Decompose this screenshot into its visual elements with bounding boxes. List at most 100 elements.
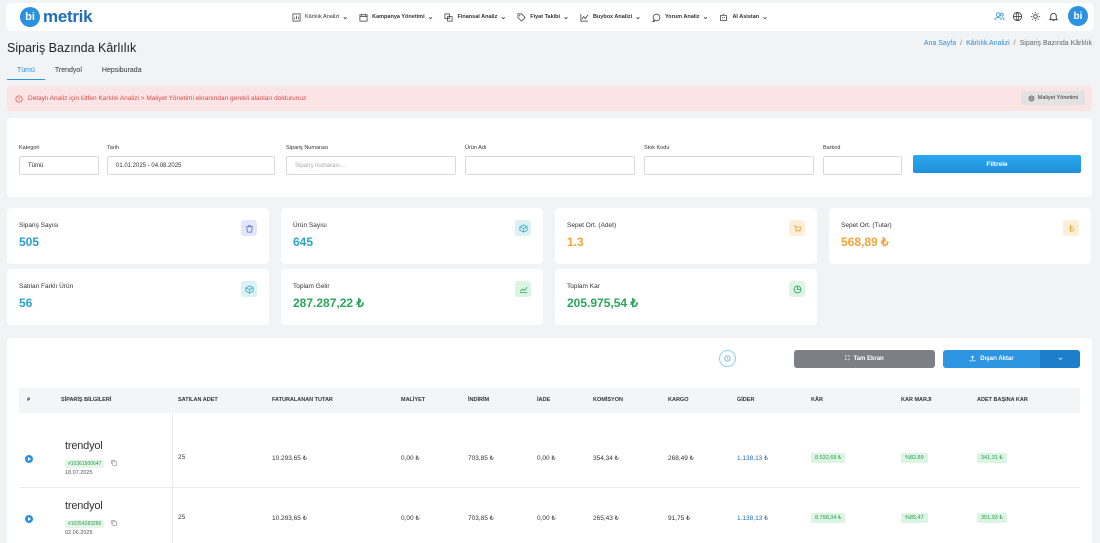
barcode-input[interactable] (823, 156, 902, 175)
box-icon (515, 220, 531, 236)
maliyet-yonetimi-label: Maliyet Yönetimi (1037, 95, 1078, 101)
expand-row-icon[interactable] (25, 455, 33, 463)
menu-buybox-analizi[interactable]: Buybox Analizi ⌄ (580, 13, 641, 22)
stat-sepet-tutar: Sepet Ort. (Tutar) 568,89 ₺ (829, 208, 1091, 264)
menu-label: Kampanya Yönetimi (372, 14, 425, 20)
calendar-icon (359, 13, 368, 22)
stat-label: Toplam Gelir (293, 283, 330, 290)
cell-iade: 0,00 ₺ (537, 515, 556, 522)
expand-row-icon[interactable] (25, 515, 33, 523)
marketplace-logo: trendyol (65, 440, 103, 452)
logo-text: metrik (43, 7, 93, 26)
menu-label: Buybox Analizi (592, 14, 633, 20)
stock-code-input[interactable] (644, 156, 814, 175)
kategori-select[interactable]: Tümü (19, 156, 99, 175)
chevron-down-icon: ⌄ (762, 14, 769, 21)
export-main[interactable]: Dışarı Aktar (943, 350, 1040, 368)
box-icon (241, 281, 257, 297)
breadcrumb-section[interactable]: Kârlılık Analizi (966, 40, 1010, 47)
menu-label: Kârlılık Analizi (305, 14, 340, 20)
cell-kar-marji: %85.47 (901, 513, 928, 523)
menu-yorum-analiz[interactable]: Yorum Analiz ⌄ (652, 13, 708, 22)
table-row: trendyol #10361500647 18.07.2025 25 10.2… (19, 413, 1080, 488)
col-siparis-bilgileri: SİPARİŞ BİLGİLERİ (61, 397, 112, 403)
col-satilan-adet: SATILAN ADET (178, 397, 218, 403)
bell-icon[interactable] (1048, 11, 1059, 22)
copy-icon[interactable] (111, 460, 117, 466)
cell-divider (172, 413, 173, 488)
chart-bar-icon (292, 13, 301, 22)
channel-tabs: Tümü Trendyol Hepsiburada (7, 65, 152, 80)
stat-toplam-kar: Toplam Kar 205.975,54 ₺ (555, 269, 817, 325)
cell-gider[interactable]: 1.138,13 ₺ (737, 455, 769, 462)
stat-toplam-gelir: Toplam Gelir 287.287,22 ₺ (281, 269, 543, 325)
date-range-input[interactable]: 01.01.2025 - 04.08.2025 (107, 156, 275, 175)
menu-finansal-analiz[interactable]: Finansal Analiz ⌄ (444, 13, 506, 22)
avatar[interactable]: bi (1068, 6, 1088, 26)
users-icon[interactable] (994, 11, 1005, 22)
stat-value: 1.3 (567, 235, 584, 249)
upload-icon (969, 355, 976, 364)
tab-trendyol[interactable]: Trendyol (54, 67, 82, 74)
col-index: # (27, 397, 31, 403)
cell-indirim: 703,85 ₺ (468, 455, 494, 462)
finance-icon (444, 13, 453, 22)
col-adet-basina-kar: ADET BAŞINA KAR (977, 397, 1028, 403)
stat-siparis-sayisi: Sipariş Sayısı 505 (7, 208, 269, 264)
cell-komisyon: 354,34 ₺ (593, 455, 619, 462)
stat-label: Sepet Ort. (Tutar) (841, 222, 892, 229)
order-number-input[interactable]: Sipariş numarası... (286, 156, 456, 175)
export-dropdown[interactable] (1040, 350, 1080, 368)
trend-up-icon (515, 281, 531, 297)
tag-icon (517, 13, 526, 22)
col-gider: GİDER (737, 397, 755, 403)
menu-label: AI Asistan (732, 14, 760, 20)
siparis-group: Sipariş Numarası Sipariş numarası... (286, 145, 456, 175)
filter-button[interactable]: Filtrele (913, 155, 1081, 173)
stat-value: 205.975,54 ₺ (567, 296, 639, 310)
stat-value: 56 (19, 296, 33, 310)
info-circle-icon (15, 94, 23, 103)
breadcrumb-home[interactable]: Ana Sayfa (923, 40, 957, 47)
maliyet-yonetimi-button[interactable]: Maliyet Yönetimi (1020, 91, 1085, 105)
cell-iade: 0,00 ₺ (537, 455, 556, 462)
globe-icon[interactable] (1012, 11, 1023, 22)
cell-adet-basina-kar: 351,93 ₺ (977, 513, 1007, 523)
top-navbar: bi metrik Kârlılık Analizi ⌄ Kampanya Yö… (6, 3, 1094, 31)
nav-actions: bi (994, 6, 1088, 26)
menu-kampanya-yonetimi[interactable]: Kampanya Yönetimi ⌄ (359, 13, 433, 22)
page-title: Sipariş Bazında Kârlılık (7, 41, 137, 55)
export-button[interactable]: Dışarı Aktar (943, 350, 1080, 368)
logo[interactable]: bi metrik (20, 7, 93, 27)
menu-ai-asistan[interactable]: AI Asistan ⌄ (719, 13, 768, 22)
sun-icon[interactable] (1030, 11, 1041, 22)
table-row: trendyol #10254283286 02.06.2025 25 10.2… (19, 488, 1080, 543)
tab-hepsiburada[interactable]: Hepsiburada (101, 67, 142, 74)
cell-tutar: 10.293,65 ₺ (272, 455, 307, 462)
stat-label: Sipariş Sayısı (19, 222, 59, 229)
product-name-input[interactable] (465, 156, 635, 175)
stat-label: Satılan Farklı Ürün (19, 283, 74, 290)
stat-label: Toplam Kar (567, 283, 600, 290)
order-number-badge: #10254283286 (65, 520, 105, 528)
menu-karlilik-analizi[interactable]: Kârlılık Analizi ⌄ (292, 13, 348, 22)
fullscreen-button[interactable]: ⛶ Tam Ekran (794, 350, 935, 368)
export-label: Dışarı Aktar (980, 356, 1014, 362)
cell-gider[interactable]: 1.138,13 ₺ (737, 515, 769, 522)
chevron-down-icon: ⌄ (702, 14, 709, 21)
cell-divider (172, 488, 173, 543)
chevron-down-icon (1057, 355, 1064, 364)
cell-adet: 25 (178, 514, 186, 521)
stat-value: 505 (19, 235, 40, 249)
siparis-label: Sipariş Numarası (286, 145, 329, 151)
cell-kar: 8.532,68 ₺ (811, 453, 846, 463)
refresh-icon[interactable] (719, 350, 736, 367)
cell-kargo: 268,49 ₺ (668, 455, 694, 462)
tab-tumu[interactable]: Tümü (7, 65, 45, 80)
expand-icon: ⛶ (845, 355, 850, 362)
comment-icon (652, 13, 661, 22)
menu-fiyat-takibi[interactable]: Fiyat Takibi ⌄ (517, 13, 569, 22)
order-date: 18.07.2025 (65, 470, 93, 476)
copy-icon[interactable] (111, 520, 117, 526)
filter-panel: Kategori Tümü Tarih 01.01.2025 - 04.08.2… (7, 118, 1092, 197)
